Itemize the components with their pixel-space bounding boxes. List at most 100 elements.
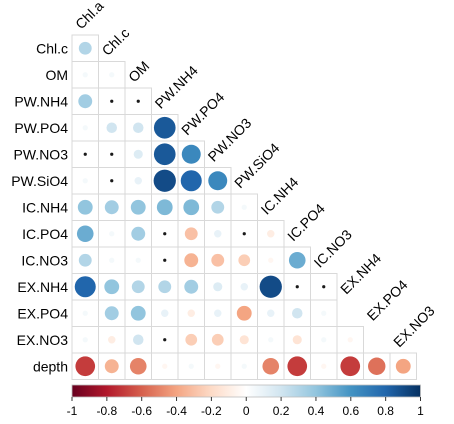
- corr-circle-ex-po4-ic-no3: [321, 310, 327, 316]
- column-label-pw-po4: PW.PO4: [178, 89, 227, 138]
- corr-circle-ex-nh4-chl-c: [104, 279, 120, 295]
- column-label-ex-po4: EX.PO4: [364, 276, 411, 323]
- corr-circle-ex-no3-chl-c: [108, 336, 116, 344]
- corr-circle-ex-nh4-pw-no3: [213, 282, 223, 292]
- corr-circle-ic-no3-chl-c: [109, 257, 115, 263]
- colorbar-tick-label: 0.6: [342, 404, 359, 418]
- corr-circle-ex-no3-ic-no3: [321, 337, 327, 343]
- column-label-ex-no3: EX.NO3: [390, 302, 438, 350]
- corr-circle-depth-pw-nh4: [162, 363, 168, 369]
- row-label-pw-nh4: PW.NH4: [14, 93, 68, 109]
- corr-circle-om-chl-c: [109, 72, 115, 78]
- corr-circle-depth-om: [129, 357, 147, 375]
- column-label-ex-nh4: EX.NH4: [337, 250, 384, 297]
- corr-circle-pw-no3-pw-po4: [181, 144, 201, 164]
- corr-circle-pw-no3-chl-a: [83, 152, 87, 156]
- corr-circle-ex-po4-ic-po4: [291, 307, 303, 319]
- grid-cell: [98, 114, 126, 142]
- corr-circle-ic-po4-pw-no3: [214, 230, 222, 238]
- corr-circle-ic-nh4-chl-a: [77, 199, 93, 215]
- row-label-ex-po4: EX.PO4: [17, 305, 68, 321]
- corr-circle-pw-po4-chl-a: [82, 125, 88, 131]
- corr-circle-ex-nh4-ic-po4: [295, 285, 299, 289]
- colorbar-tick-label: -0.2: [201, 404, 222, 418]
- corr-circle-ex-no3-pw-sio4: [239, 335, 249, 345]
- colorbar-tick-label: -0.8: [97, 404, 118, 418]
- corr-circle-ic-nh4-om: [130, 199, 146, 215]
- corr-circle-ic-no3-ic-nh4: [268, 257, 274, 263]
- corr-circle-ic-po4-om: [131, 226, 146, 241]
- row-label-om: OM: [45, 67, 68, 83]
- corr-circle-pw-sio4-pw-po4: [180, 170, 202, 192]
- corr-circle-depth-ex-no3: [395, 358, 411, 374]
- corr-circle-ex-nh4-ic-nh4: [259, 275, 282, 298]
- corr-circle-ex-no3-om: [132, 334, 144, 346]
- corr-circle-depth-ic-po4: [287, 356, 308, 377]
- colorbar-tick-label: 0.8: [377, 404, 394, 418]
- corr-circle-ic-no3-pw-nh4: [163, 258, 167, 262]
- corr-circle-ex-nh4-om: [131, 280, 145, 294]
- colorbar-tick-label: -0.6: [131, 404, 152, 418]
- corr-circle-ic-po4-chl-a: [76, 225, 94, 243]
- corr-circle-depth-chl-a: [75, 356, 96, 377]
- corr-circle-ex-no3-pw-po4: [185, 333, 198, 346]
- corr-circle-ic-nh4-pw-nh4: [156, 199, 173, 216]
- corr-circle-ex-no3-pw-nh4: [163, 338, 167, 342]
- corr-circle-ic-no3-chl-a: [78, 253, 92, 267]
- row-label-ex-no3: EX.NO3: [17, 332, 69, 348]
- row-label-ic-no3: IC.NO3: [21, 252, 68, 268]
- colorbar-tick-label: 0: [243, 404, 250, 418]
- corr-circle-ex-nh4-pw-sio4: [240, 283, 248, 291]
- corr-circle-ex-po4-chl-a: [82, 310, 88, 316]
- corr-circle-pw-po4-om: [132, 122, 144, 134]
- corr-circle-depth-pw-po4: [188, 363, 194, 369]
- correlation-circles: [74, 41, 411, 377]
- corr-circle-ex-no3-ex-nh4: [347, 337, 353, 343]
- corr-circle-ic-po4-chl-c: [109, 231, 115, 237]
- corr-circle-pw-no3-pw-nh4: [153, 143, 176, 166]
- corr-circle-ex-po4-ic-nh4: [267, 309, 275, 317]
- colorbar-tick-label: 1: [417, 404, 424, 418]
- corr-circle-pw-nh4-chl-a: [78, 94, 93, 109]
- row-label-pw-sio4: PW.SiO4: [11, 173, 68, 189]
- corr-circle-ex-nh4-chl-a: [74, 276, 96, 298]
- corr-circle-pw-sio4-chl-a: [82, 178, 88, 184]
- corr-circle-ex-po4-pw-po4: [187, 309, 195, 317]
- corr-circle-depth-ic-nh4: [262, 357, 280, 375]
- column-label-ic-po4: IC.PO4: [284, 200, 328, 244]
- corr-circle-depth-ic-no3: [321, 363, 327, 369]
- corr-circle-ic-po4-pw-po4: [184, 227, 198, 241]
- corr-circle-ex-po4-om: [130, 305, 146, 321]
- corr-circle-ic-nh4-chl-c: [104, 200, 119, 215]
- column-label-ic-no3: IC.NO3: [311, 226, 355, 270]
- corr-circle-ic-no3-pw-no3: [211, 253, 225, 267]
- corr-circle-pw-po4-chl-c: [106, 122, 118, 134]
- row-label-ic-nh4: IC.NH4: [22, 199, 68, 215]
- corr-circle-depth-ex-nh4: [340, 356, 361, 377]
- row-label-ic-po4: IC.PO4: [22, 226, 68, 242]
- row-label-pw-no3: PW.NO3: [14, 146, 69, 162]
- corr-circle-ex-nh4-ic-no3: [322, 285, 326, 289]
- corr-circle-depth-pw-no3: [215, 363, 221, 369]
- corr-circle-ic-no3-om: [135, 257, 141, 263]
- corr-circle-ic-po4-ic-nh4: [267, 230, 275, 238]
- corr-circle-ic-nh4-pw-sio4: [241, 204, 247, 210]
- column-label-chl-a: Chl.a: [72, 0, 107, 32]
- corr-circle-pw-no3-chl-c: [110, 152, 114, 156]
- column-label-pw-nh4: PW.NH4: [152, 62, 201, 111]
- corr-circle-ic-po4-pw-sio4: [242, 232, 246, 236]
- colorbar-gradient: [71, 384, 421, 398]
- colorbar: -1 -0.8 -0.6 -0.4 -0.2 0 0.2 0.4 0.6 0.8 1: [67, 384, 424, 418]
- corr-circle-chl-c-chl-a: [78, 41, 92, 55]
- corr-circle-ex-nh4-pw-nh4: [158, 280, 172, 294]
- corr-circle-ex-no3-chl-a: [82, 337, 88, 343]
- corr-circle-depth-ex-po4: [368, 357, 386, 375]
- corr-circle-ex-po4-chl-c: [104, 306, 119, 321]
- corr-circle-ex-po4-pw-sio4: [236, 305, 252, 321]
- corr-circle-depth-pw-sio4: [241, 363, 247, 369]
- corr-circle-pw-sio4-pw-nh4: [153, 169, 176, 192]
- row-label-depth: depth: [33, 358, 68, 374]
- corr-circle-pw-sio4-om: [134, 177, 142, 185]
- corr-circle-ex-no3-ic-po4: [292, 335, 302, 345]
- row-label-chl-c: Chl.c: [36, 40, 68, 56]
